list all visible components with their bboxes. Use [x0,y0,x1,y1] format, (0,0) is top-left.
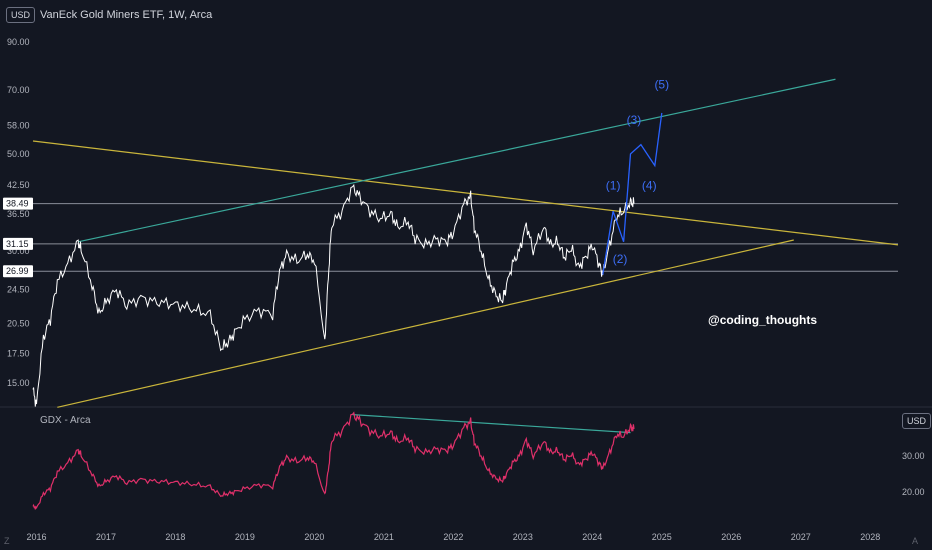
corner-right-mark[interactable]: A [912,536,919,546]
x-tick-label-2024: 2024 [582,532,602,542]
x-tick-label-2026: 2026 [721,532,741,542]
sub-trendline [352,414,631,434]
x-tick-label-2023: 2023 [513,532,533,542]
price-label-1: 31.15 [6,239,29,249]
sub-y-tick-label-0: 30.00 [902,451,925,461]
trendline-1 [57,239,794,408]
y-tick-label-1: 70.00 [7,85,30,95]
trendlines [32,78,899,408]
price-labels: 38.49 31.15 26.99 [3,197,33,278]
sub-price-line [32,411,635,510]
price-label-box-0 [3,197,33,210]
corner-left-mark[interactable]: Z [4,536,10,546]
price-label-2: 26.99 [6,266,29,276]
trendline-0 [32,140,899,246]
wave-projection [602,112,663,275]
trendline-2 [78,78,836,243]
sub-currency-badge[interactable]: USD [902,413,932,429]
wave-label-5: (5) [654,77,669,91]
y-axis: 90.00 70.00 58.00 50.00 42.50 36.50 30.00 24.50… [7,37,30,388]
x-tick-label-2025: 2025 [652,532,672,542]
y-tick-label-8: 20.50 [7,319,30,329]
sub-y-tick-label-1: 20.00 [902,487,925,497]
y-tick-label-7: 24.50 [7,285,30,295]
price-label-box-2 [3,265,33,278]
price-label-0: 38.49 [6,199,29,209]
x-axis: 2016 2017 2018 2019 2020 2021 2022 2023 2024 2025… [26,532,880,542]
wave-labels: (1) (2) (3) (4) (5) [606,77,669,265]
wave-label-4: (4) [642,178,657,192]
price-line [32,183,635,407]
y-tick-label-2: 58.00 [7,121,30,131]
sub-series [32,411,635,510]
x-tick-label-2019: 2019 [235,532,255,542]
y-tick-label-6: 30.00 [7,246,30,256]
x-tick-label-2022: 2022 [443,532,463,542]
wave-line [602,112,663,275]
x-tick-label-2027: 2027 [791,532,811,542]
horizontal-levels [33,203,898,272]
y-tick-label-0: 90.00 [7,37,30,47]
x-tick-label-2017: 2017 [96,532,116,542]
y-tick-label-10: 15.00 [7,378,30,388]
y-tick-label-3: 50.00 [7,149,30,159]
wave-label-1: (1) [606,178,621,192]
x-tick-label-2020: 2020 [304,532,324,542]
x-tick-label-2018: 2018 [165,532,185,542]
y-tick-label-5: 36.50 [7,209,30,219]
chart-title: VanEck Gold Miners ETF, 1W, Arca [40,9,213,21]
sub-y-axis: 30.00 20.00 [902,451,925,497]
x-tick-label-2021: 2021 [374,532,394,542]
wave-label-2: (2) [613,252,628,266]
sub-pane-title: GDX - Arca [40,415,91,426]
currency-badge[interactable]: USD [6,7,36,23]
x-tick-label-2016: 2016 [26,532,46,542]
wave-label-3: (3) [627,113,642,127]
watermark-handle: @coding_thoughts [708,313,818,327]
x-tick-label-2028: 2028 [860,532,880,542]
sub-trendline [352,414,631,434]
price-label-box-1 [3,237,33,250]
price-series [32,183,635,407]
y-tick-label-4: 42.50 [7,180,30,190]
y-tick-label-9: 17.50 [7,349,30,359]
